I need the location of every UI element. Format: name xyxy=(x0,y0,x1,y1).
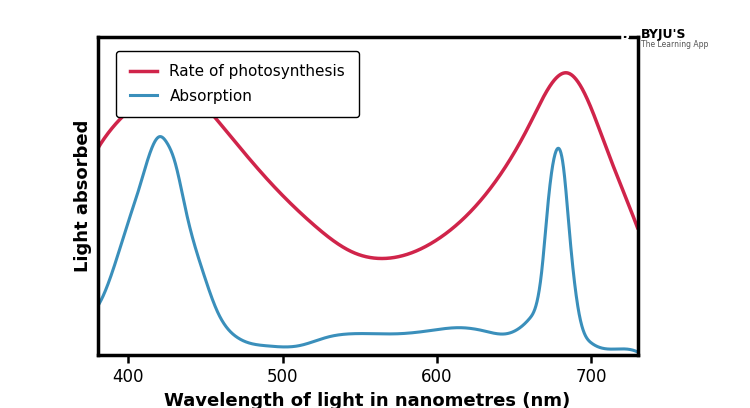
Text: BYJU'S: BYJU'S xyxy=(641,28,687,41)
Legend: Rate of photosynthesis, Absorption: Rate of photosynthesis, Absorption xyxy=(116,51,359,118)
Text: The Learning App: The Learning App xyxy=(641,40,709,49)
Y-axis label: Light absorbed: Light absorbed xyxy=(74,120,92,272)
Text: B: B xyxy=(620,33,631,47)
X-axis label: Wavelength of light in nanometres (nm): Wavelength of light in nanometres (nm) xyxy=(164,392,571,408)
